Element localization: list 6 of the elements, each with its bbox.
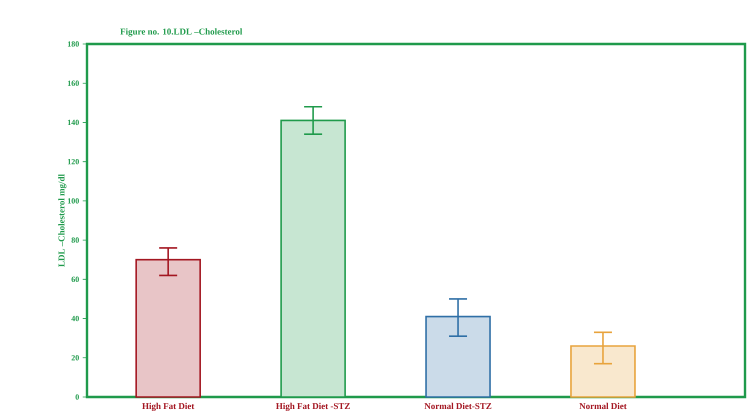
x-tick-label: Normal Diet-STZ [424,402,492,410]
y-axis-title: LDL –Cholesterol mg/dl [58,174,66,267]
chart-title: Figure no. 10.LDL –Cholesterol [120,28,242,36]
x-tick-label: Normal Diet [579,402,627,410]
x-tick-label: High Fat Diet -STZ [276,402,350,411]
x-tick-label: High Fat Diet [142,402,194,411]
